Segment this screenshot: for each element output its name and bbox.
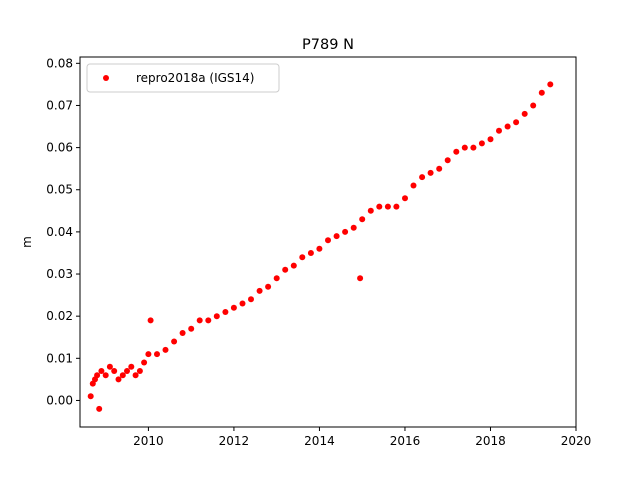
data-point	[136, 368, 143, 374]
chart-title: P789 N	[302, 37, 354, 53]
data-point	[102, 372, 109, 379]
y-tick-label: 0.07	[46, 98, 73, 112]
axis-ticks-layer: 2010 2012 2014 2016 2018 2020 0.00 0.01 0.02 0.03…	[46, 56, 591, 448]
data-point	[239, 300, 246, 307]
data-point	[357, 275, 364, 282]
data-point	[307, 250, 314, 256]
data-point	[256, 287, 263, 294]
data-point	[538, 89, 545, 96]
data-point	[188, 325, 195, 332]
data-point	[333, 233, 340, 240]
data-point	[496, 127, 502, 134]
data-point	[299, 254, 306, 261]
data-point	[128, 363, 135, 370]
data-point	[87, 393, 94, 400]
x-tick-label: 2012	[219, 434, 250, 448]
data-point	[96, 405, 103, 412]
data-point	[367, 207, 374, 214]
x-tick-label: 2018	[475, 434, 506, 448]
data-point	[141, 359, 148, 366]
data-point	[124, 368, 130, 374]
data-point	[282, 266, 289, 273]
data-point	[273, 275, 280, 282]
data-point	[325, 237, 331, 244]
data-point	[145, 351, 152, 358]
data-point	[504, 123, 511, 130]
data-point	[265, 283, 272, 290]
data-point	[444, 157, 451, 164]
y-tick-label: 0.02	[46, 309, 73, 323]
data-point	[376, 203, 383, 210]
data-point	[179, 330, 186, 336]
legend: repro2018a (IGS14)	[86, 63, 280, 93]
data-point	[147, 317, 154, 324]
data-point	[419, 174, 426, 181]
data-point	[119, 372, 126, 379]
data-point	[290, 262, 297, 269]
y-tick-label: 0.04	[46, 225, 73, 239]
data-point	[162, 346, 169, 353]
data-point	[359, 216, 366, 223]
data-point	[213, 313, 220, 320]
data-point	[547, 81, 554, 88]
data-point	[342, 228, 349, 235]
y-tick-label: 0.06	[46, 141, 73, 155]
x-tick-label: 2016	[390, 434, 421, 448]
y-tick-label: 0.01	[46, 351, 73, 365]
legend-box	[86, 63, 280, 93]
data-point	[205, 317, 212, 324]
data-point	[94, 372, 101, 379]
x-tick-label: 2010	[133, 434, 164, 448]
data-point	[453, 148, 460, 155]
y-tick-label: 0.03	[46, 267, 73, 281]
legend-entry-label: repro2018a (IGS14)	[136, 71, 254, 85]
y-axis-label: m	[20, 236, 34, 248]
data-point	[487, 136, 494, 143]
data-point	[111, 368, 118, 374]
data-point	[470, 144, 477, 151]
x-tick-label: 2020	[561, 434, 592, 448]
data-point	[436, 165, 443, 172]
data-point	[248, 296, 254, 303]
data-point	[106, 363, 113, 370]
data-point	[115, 376, 122, 383]
data-point	[171, 338, 178, 345]
data-point	[154, 351, 160, 358]
data-point	[461, 144, 468, 151]
data-point	[521, 110, 528, 117]
data-point	[350, 224, 357, 231]
data-point	[230, 304, 237, 311]
data-point	[196, 317, 203, 324]
y-tick-label: 0.00	[46, 393, 73, 407]
data-point	[393, 203, 400, 210]
legend-marker-icon	[103, 75, 109, 81]
data-point	[427, 169, 434, 176]
data-point	[222, 309, 229, 315]
y-tick-label: 0.05	[46, 183, 73, 197]
data-point	[410, 182, 417, 189]
data-points-layer	[87, 81, 554, 412]
data-point	[316, 245, 323, 252]
data-point	[132, 372, 139, 379]
data-point	[478, 140, 485, 147]
data-point	[384, 203, 391, 210]
x-tick-label: 2014	[304, 434, 335, 448]
data-point	[98, 368, 105, 374]
data-point	[513, 119, 520, 126]
data-point	[530, 102, 537, 109]
plot-frame	[79, 56, 577, 428]
data-point	[402, 195, 408, 202]
y-tick-label: 0.08	[46, 56, 73, 70]
